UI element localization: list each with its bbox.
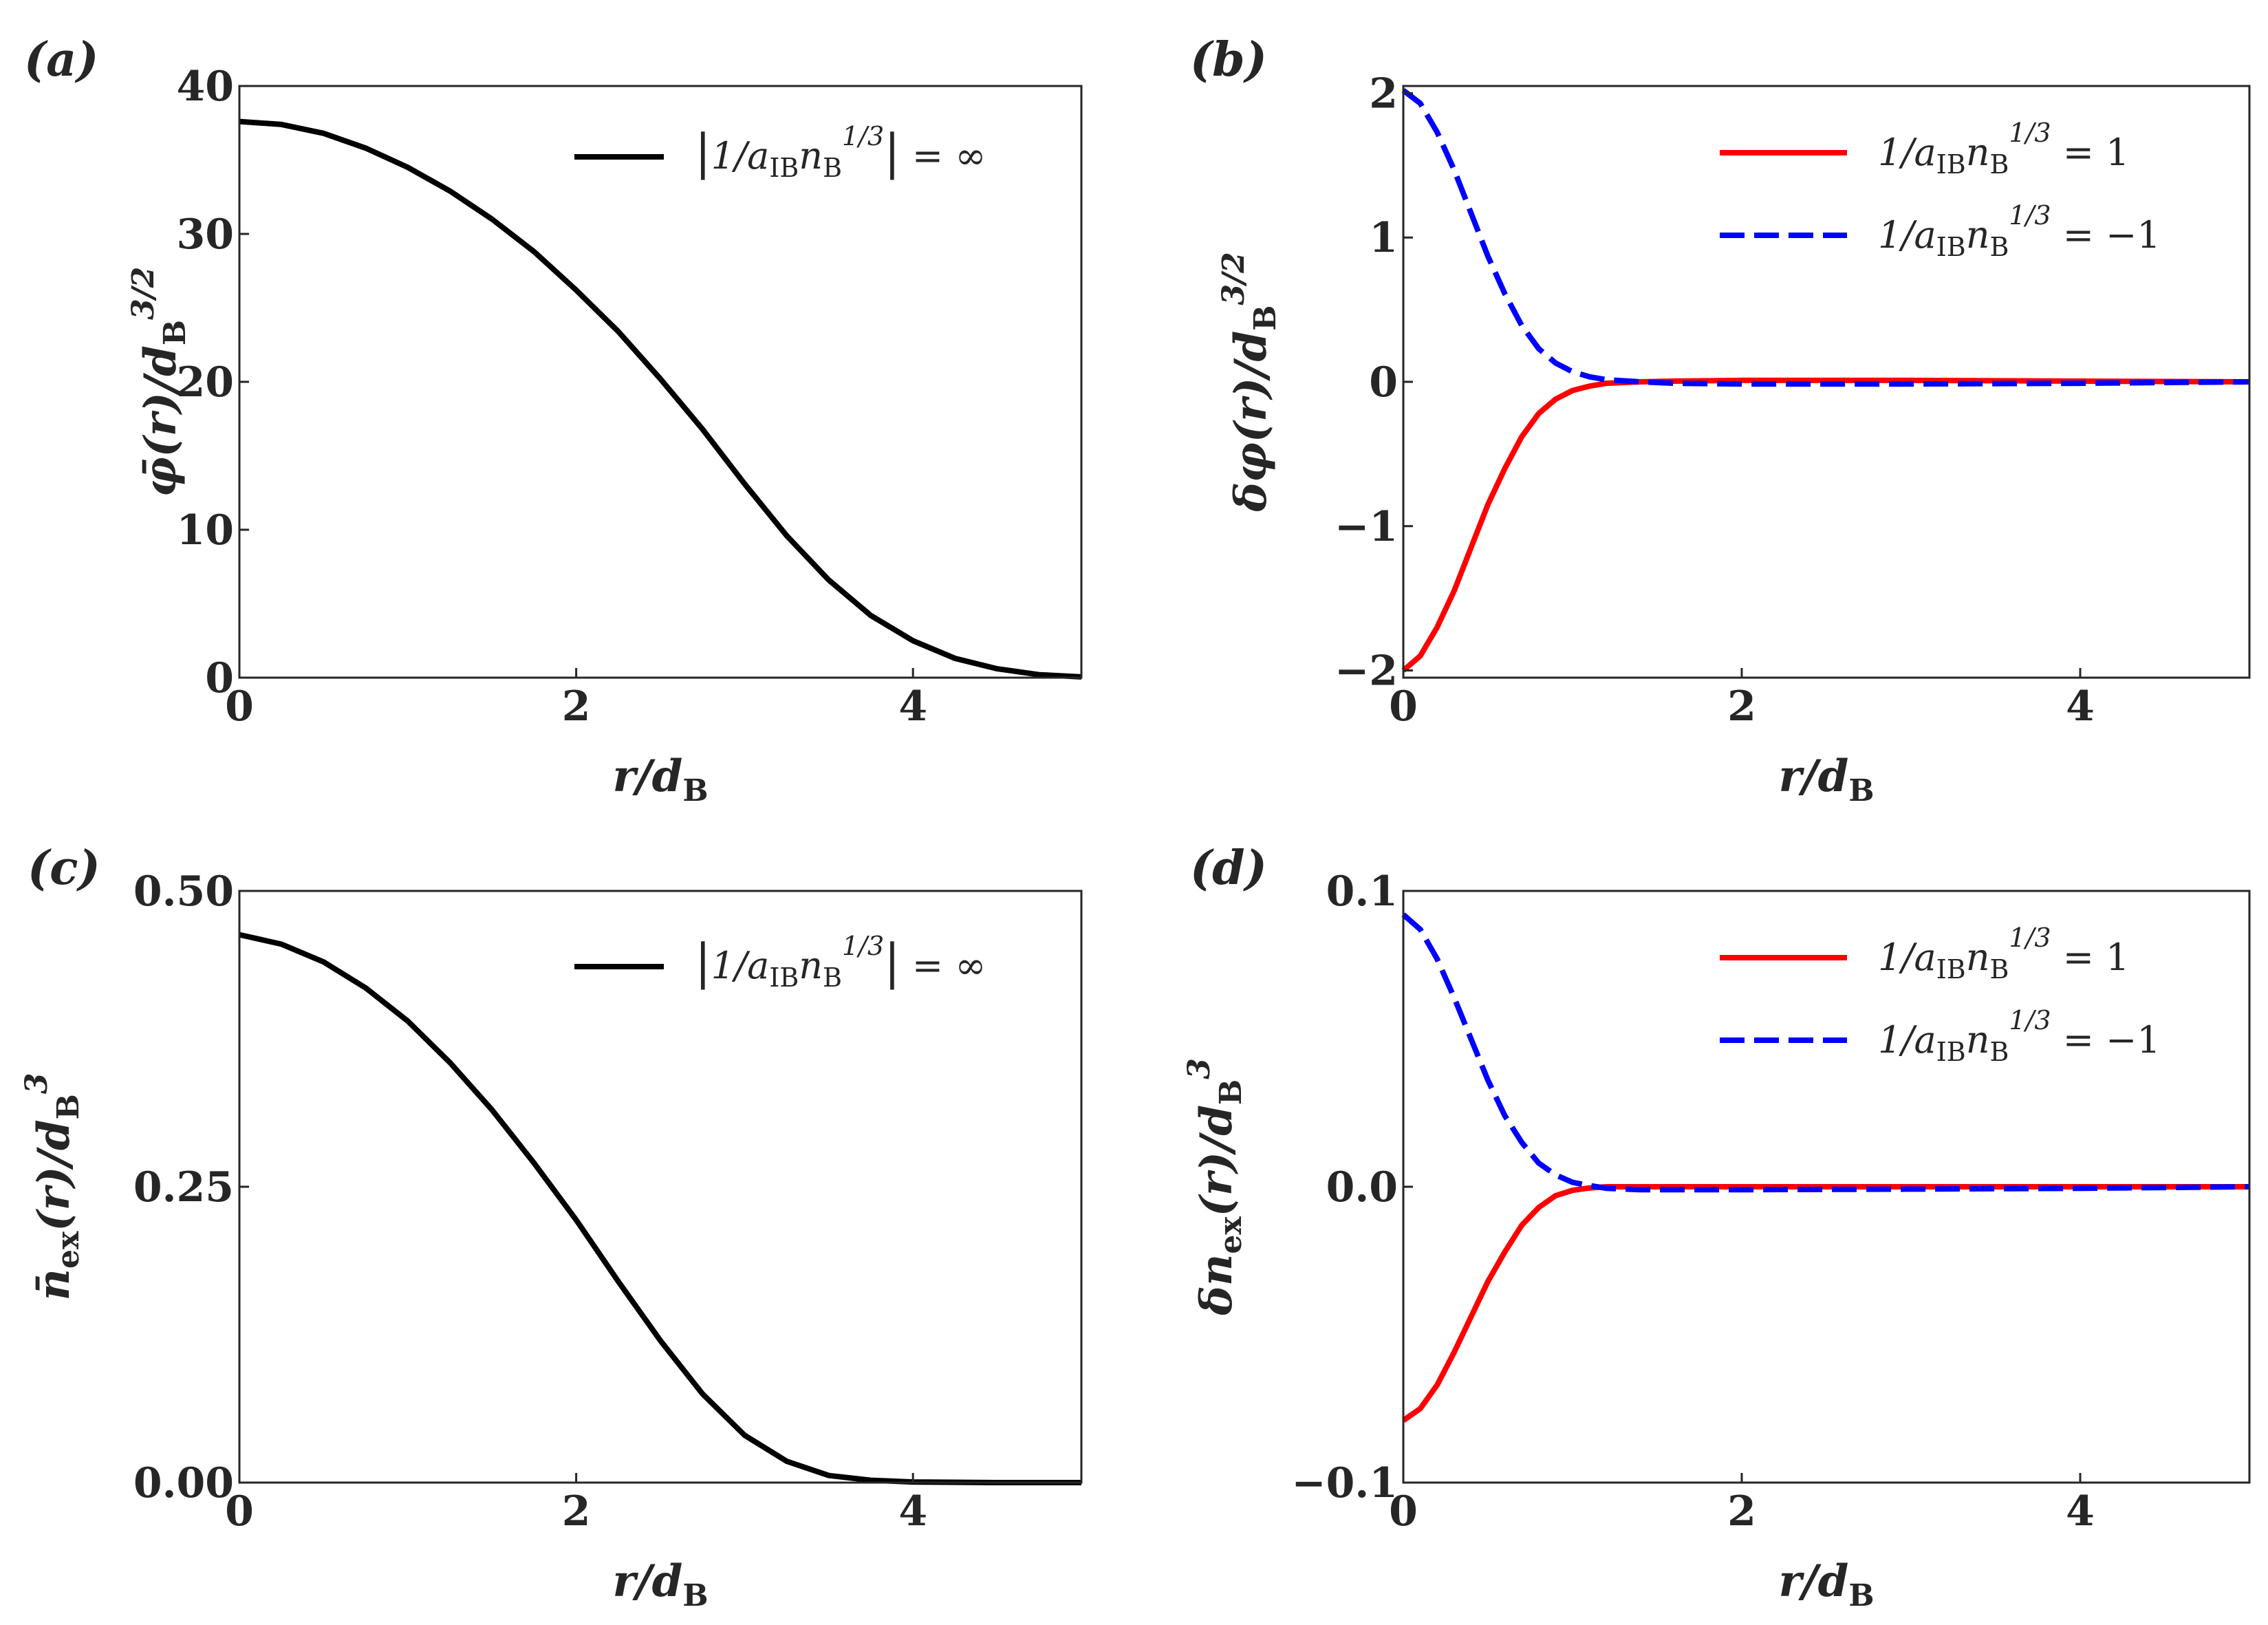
panel-b-xtick-label-1: 2 xyxy=(1727,682,1756,731)
panel-d-series-1-line xyxy=(1401,912,2250,1193)
panel-a-ytick-label-2: 20 xyxy=(177,358,235,407)
panel-b-legend-label-1: 1/aIBnB1/3 = −1 xyxy=(1878,200,2161,262)
panel-a-xlabel: r/dB xyxy=(612,751,708,808)
panel-d-ytick-label-1: 0.0 xyxy=(1326,1163,1398,1212)
panel-a-ytick-label-0: 0 xyxy=(205,654,234,702)
panel-d: (d) 0 2 4 −0.1 0.0 0.1 r/dB δnex(r)/dB3 1/aIB… xyxy=(1182,841,2251,1613)
panel-b-xtick-label-0: 0 xyxy=(1389,682,1418,731)
panel-d-xtick-label-1: 2 xyxy=(1727,1487,1756,1536)
panel-c-xlabel: r/dB xyxy=(612,1556,708,1613)
panel-b-series-1-line xyxy=(1401,88,2250,387)
panel-c-ytick-label-1: 0.25 xyxy=(133,1163,234,1212)
panel-b-ytick-label-0: −2 xyxy=(1335,647,1398,696)
panel-d-ytick-label-0: −0.1 xyxy=(1291,1459,1398,1507)
panel-b-ytick-label-3: 1 xyxy=(1369,214,1398,262)
panel-d-plot: 0 2 4 −0.1 0.0 0.1 xyxy=(1291,868,2251,1536)
panel-b-plot: 0 2 4 −2 −1 0 1 2 xyxy=(1335,69,2251,731)
panel-d-xtick-label-2: 4 xyxy=(2066,1487,2095,1536)
panel-c-legend: |1/aIBnB1/3| = ∞ xyxy=(574,931,986,993)
panel-c-series-0-line xyxy=(239,932,1081,1485)
panel-a-series-0-line xyxy=(239,118,1082,680)
panel-c-xtick-label-0: 0 xyxy=(225,1487,254,1536)
panel-c-label: (c) xyxy=(28,841,100,896)
panel-a-ytick-label-1: 10 xyxy=(177,506,235,555)
panel-c-xtick-label-1: 2 xyxy=(562,1487,591,1536)
panel-b-series-0-line xyxy=(1401,377,2250,673)
panel-a-ytick-label-3: 30 xyxy=(177,211,235,259)
panel-b-ylabel: δφ(r)/dB3/2 xyxy=(1216,252,1283,513)
panel-b-label: (b) xyxy=(1190,32,1267,87)
panel-b-xtick-label-2: 4 xyxy=(2066,682,2095,731)
panel-a-xtick-label-1: 2 xyxy=(562,682,591,731)
panel-b-ytick-label-2: 0 xyxy=(1369,358,1398,407)
panel-a-legend: |1/aIBnB1/3| = ∞ xyxy=(574,121,986,183)
panel-d-legend-label-1: 1/aIBnB1/3 = −1 xyxy=(1878,1005,2161,1067)
panel-d-legend: 1/aIBnB1/3 = 1 1/aIBnB1/3 = −1 xyxy=(1720,923,2161,1067)
panel-c: (c) 0 2 4 0.00 0.25 0.50 r/dB n̄ex(r)/dB3 |1/… xyxy=(19,841,1083,1613)
panel-c-xtick-label-2: 4 xyxy=(898,1487,927,1536)
panel-d-label: (d) xyxy=(1190,841,1267,896)
panel-a-xtick-label-0: 0 xyxy=(225,682,254,731)
panel-c-plot: 0 2 4 0.00 0.25 0.50 xyxy=(133,868,1083,1536)
panel-d-xtick-label-0: 0 xyxy=(1389,1487,1418,1536)
panel-c-legend-label-0: |1/aIBnB1/3| = ∞ xyxy=(695,931,986,993)
panel-d-ytick-label-2: 0.1 xyxy=(1326,868,1398,916)
panel-a-legend-label-0: |1/aIBnB1/3| = ∞ xyxy=(695,121,986,183)
panel-a-xtick-label-2: 4 xyxy=(898,682,927,731)
panel-b-ytick-label-1: −1 xyxy=(1335,503,1398,551)
panel-b: (b) 0 2 4 −2 −1 0 1 2 r/dB δφ(r)/dB3/2 1/aIBnB1… xyxy=(1190,32,2251,808)
panel-d-legend-label-0: 1/aIBnB1/3 = 1 xyxy=(1878,923,2130,984)
panel-a-ytick-label-4: 40 xyxy=(177,63,235,111)
panel-c-ytick-label-2: 0.50 xyxy=(133,868,234,916)
panel-c-ytick-label-0: 0.00 xyxy=(133,1459,234,1507)
panel-d-xlabel: r/dB xyxy=(1778,1556,1874,1613)
panel-c-ylabel: n̄ex(r)/dB3 xyxy=(19,1073,86,1301)
panel-b-ytick-label-4: 2 xyxy=(1369,69,1398,118)
panel-a-label: (a) xyxy=(24,32,98,87)
panel-a-ylabel: φ̄(r)/dB3/2 xyxy=(126,267,193,497)
panel-d-series-0-line xyxy=(1401,1184,2249,1423)
panel-b-legend-label-0: 1/aIBnB1/3 = 1 xyxy=(1878,118,2130,180)
panel-b-xlabel: r/dB xyxy=(1778,751,1874,808)
panel-b-legend: 1/aIBnB1/3 = 1 1/aIBnB1/3 = −1 xyxy=(1720,118,2161,262)
panel-d-ylabel: δnex(r)/dB3 xyxy=(1182,1058,1249,1316)
